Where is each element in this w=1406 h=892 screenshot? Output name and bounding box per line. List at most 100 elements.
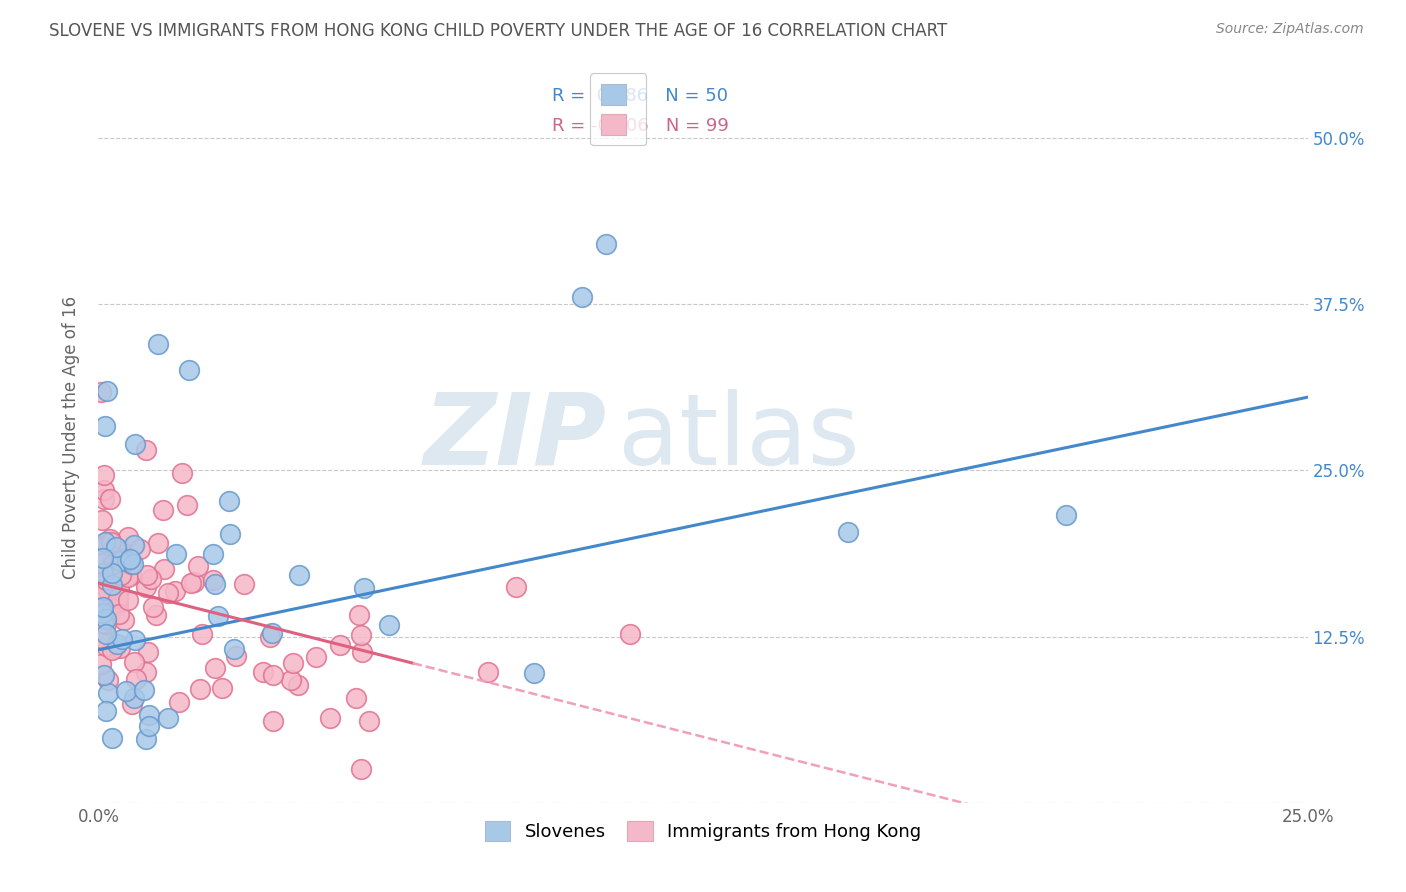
Point <box>138 707 160 722</box>
Point <box>120 552 142 566</box>
Point <box>96 566 118 581</box>
Text: SLOVENE VS IMMIGRANTS FROM HONG KONG CHILD POVERTY UNDER THE AGE OF 16 CORRELATI: SLOVENE VS IMMIGRANTS FROM HONG KONG CHI… <box>49 22 948 40</box>
Point <box>94 418 117 433</box>
Point <box>103 549 125 564</box>
Point <box>93 467 115 482</box>
Point <box>135 443 157 458</box>
Point <box>350 628 373 642</box>
Point <box>122 691 145 706</box>
Point <box>91 513 114 527</box>
Point <box>90 614 112 628</box>
Point <box>100 534 122 549</box>
Point <box>98 491 121 506</box>
Point <box>90 603 112 617</box>
Point <box>329 638 352 652</box>
Point <box>112 613 135 627</box>
Point <box>90 385 112 400</box>
Point <box>105 637 128 651</box>
Point <box>305 649 328 664</box>
Point <box>122 656 145 670</box>
Point <box>120 567 142 582</box>
Point <box>96 612 118 626</box>
Point <box>138 719 160 733</box>
Point <box>91 551 114 566</box>
Point <box>115 684 138 698</box>
Point <box>165 547 187 561</box>
Point <box>377 618 399 632</box>
Point <box>115 554 138 568</box>
Point <box>97 673 120 687</box>
Point <box>96 639 118 653</box>
Point <box>139 572 162 586</box>
Text: ZIP: ZIP <box>423 389 606 485</box>
Point <box>191 627 214 641</box>
Point <box>177 362 200 376</box>
Text: R = -0.306   N = 99: R = -0.306 N = 99 <box>551 118 728 136</box>
Point <box>344 691 367 706</box>
Point <box>93 541 115 555</box>
Point <box>353 582 375 596</box>
Point <box>167 695 190 709</box>
Text: Source: ZipAtlas.com: Source: ZipAtlas.com <box>1216 22 1364 37</box>
Point <box>233 577 256 591</box>
Point <box>204 661 226 675</box>
Point <box>183 575 205 590</box>
Point <box>837 524 859 539</box>
Point <box>124 436 146 450</box>
Point <box>93 491 115 506</box>
Point <box>97 582 120 597</box>
Point <box>97 686 120 700</box>
Point <box>117 592 139 607</box>
Point <box>101 578 124 592</box>
Point <box>619 627 641 641</box>
Point <box>287 568 309 582</box>
Point <box>97 637 120 651</box>
Point <box>110 554 132 568</box>
Point <box>91 615 114 630</box>
Point <box>117 530 139 544</box>
Point <box>101 731 124 746</box>
Point <box>505 580 527 594</box>
Point <box>595 237 617 252</box>
Point <box>262 714 284 728</box>
Point <box>91 566 114 580</box>
Point <box>100 566 122 580</box>
Point <box>188 681 211 696</box>
Point <box>100 567 122 582</box>
Point <box>117 569 139 583</box>
Point <box>103 640 125 655</box>
Point <box>135 665 157 679</box>
Point <box>93 483 115 498</box>
Point <box>350 763 373 777</box>
Point <box>132 683 155 698</box>
Point <box>219 526 242 541</box>
Point <box>101 557 124 571</box>
Point <box>280 673 302 687</box>
Y-axis label: Child Poverty Under the Age of 16: Child Poverty Under the Age of 16 <box>62 295 80 579</box>
Point <box>94 534 117 549</box>
Point <box>287 678 309 692</box>
Point <box>180 576 202 591</box>
Point <box>98 559 121 574</box>
Point <box>114 550 136 565</box>
Point <box>142 599 165 614</box>
Point <box>94 591 117 605</box>
Point <box>91 600 114 615</box>
Point <box>107 599 129 613</box>
Point <box>110 567 132 582</box>
Point <box>347 607 370 622</box>
Point <box>218 493 240 508</box>
Point <box>93 667 115 681</box>
Point <box>136 568 159 582</box>
Text: R =  0.286   N = 50: R = 0.286 N = 50 <box>551 87 728 105</box>
Point <box>120 558 142 572</box>
Point <box>259 630 281 644</box>
Point <box>91 606 114 620</box>
Point <box>145 607 167 622</box>
Point <box>136 645 159 659</box>
Point <box>260 626 283 640</box>
Point <box>107 583 129 598</box>
Point <box>204 577 226 591</box>
Point <box>252 665 274 680</box>
Point <box>100 643 122 657</box>
